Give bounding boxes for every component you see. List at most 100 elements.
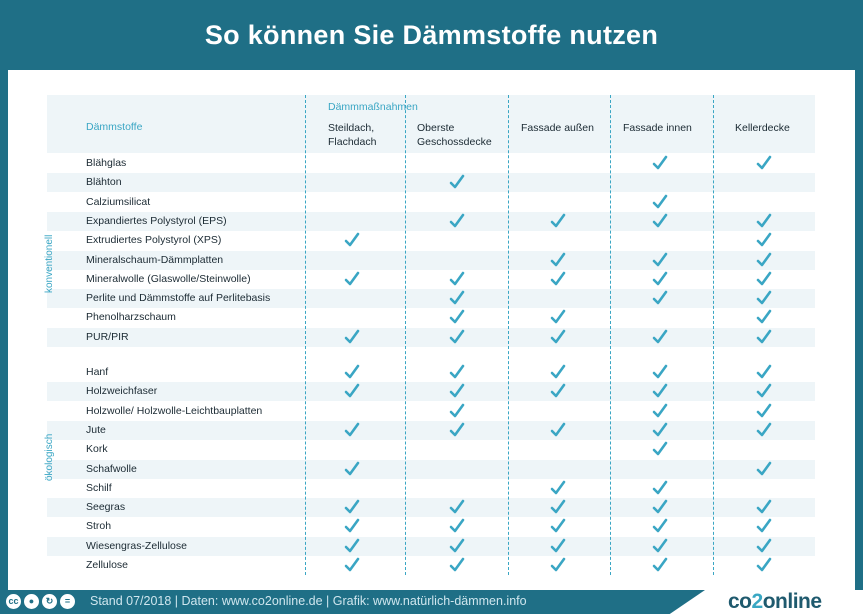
by-icon: ●	[24, 594, 39, 609]
check-icon	[550, 213, 566, 228]
check-icon	[756, 310, 772, 324]
table-row: Calziumsilicat	[47, 193, 815, 212]
check-icon	[449, 403, 465, 417]
column-divider	[405, 95, 406, 575]
footer-bar	[0, 590, 705, 614]
check-icon	[449, 383, 465, 398]
column-header-kellerdecke: Kellerdecke	[735, 122, 790, 134]
check-icon	[449, 310, 465, 324]
row-label: Blähton	[86, 176, 122, 189]
check-icon	[652, 290, 668, 305]
table-row: Mineralschaum-Dämmplatten	[47, 250, 815, 270]
check-icon	[550, 557, 566, 572]
check-icon	[550, 480, 566, 495]
row-label: Extrudiertes Polystyrol (XPS)	[86, 234, 222, 247]
column-header-fassade-aussen: Fassade außen	[521, 122, 594, 134]
table-row: Wiesengras-Zellulose	[47, 536, 815, 556]
check-icon	[344, 422, 360, 437]
check-icon	[652, 499, 668, 514]
check-icon	[756, 364, 772, 379]
check-icon	[756, 422, 772, 437]
row-label: PUR/PIR	[86, 330, 129, 343]
row-label: Holzwolle/ Holzwolle-Leichtbauplatten	[86, 404, 263, 417]
row-label: Kork	[86, 443, 108, 456]
column-divider	[713, 95, 714, 575]
table-row: Mineralwolle (Glaswolle/Steinwolle)	[47, 270, 815, 289]
check-icon	[550, 538, 566, 552]
group-label-oekologisch: ökologisch	[44, 433, 55, 481]
page-title: So können Sie Dämmstoffe nutzen	[204, 19, 659, 50]
check-icon	[449, 213, 465, 228]
row-label: Hanf	[86, 366, 109, 378]
row-label: Calziumsilicat	[86, 195, 151, 208]
cc-icon: cc	[6, 594, 21, 609]
table-row: Zellulose	[47, 556, 815, 575]
footer: cc ● ↻ = Stand 07/2018 | Daten: www.co2o…	[0, 590, 863, 614]
check-icon	[756, 290, 772, 305]
check-icon	[652, 383, 668, 398]
row-label: Schafwolle	[86, 462, 137, 475]
check-icon	[652, 155, 668, 170]
column-header-steildach: Steildach, Flachdach	[328, 122, 377, 148]
check-icon	[652, 252, 668, 266]
table-row: Blähton	[47, 173, 815, 193]
row-label: Mineralwolle (Glaswolle/Steinwolle)	[86, 272, 251, 285]
check-icon	[449, 364, 465, 379]
check-icon	[344, 499, 360, 514]
check-icon	[756, 519, 772, 533]
row-label: Phenolharzschaum	[86, 311, 176, 324]
check-icon	[550, 252, 566, 266]
check-icon	[652, 364, 668, 379]
row-label: Wiesengras-Zellulose	[86, 539, 187, 552]
table-row: Expandiertes Polystyrol (EPS)	[47, 211, 815, 231]
check-icon	[756, 538, 772, 552]
check-icon	[550, 329, 566, 343]
check-icon	[449, 290, 465, 305]
table-row: Stroh	[47, 517, 815, 536]
table-row: PUR/PIR	[47, 327, 815, 347]
check-icon	[756, 213, 772, 228]
table-row: Holzwolle/ Holzwolle-Leichtbauplatten	[47, 402, 815, 421]
check-icon	[449, 329, 465, 343]
check-icon	[652, 329, 668, 343]
cc-extra-icon: =	[60, 594, 75, 609]
check-icon	[449, 422, 465, 437]
row-label: Mineralschaum-Dämmplatten	[86, 253, 224, 266]
column-header-fassade-innen: Fassade innen	[623, 122, 692, 134]
check-icon	[550, 310, 566, 324]
column-divider	[508, 95, 509, 575]
check-icon	[652, 213, 668, 228]
check-icon	[550, 364, 566, 379]
row-label: Seegras	[86, 501, 126, 514]
table-row: Blähglas	[47, 154, 815, 173]
check-icon	[449, 519, 465, 533]
header-group-daemmmassnahmen: Dämmmaßnahmen	[328, 101, 418, 113]
check-icon	[756, 403, 772, 417]
column-header-oberste-geschossdecke: Oberste Geschossdecke	[417, 122, 492, 148]
table-row: Schafwolle	[47, 459, 815, 479]
table-row: Extrudiertes Polystyrol (XPS)	[47, 231, 815, 250]
row-label: Holzweichfaser	[86, 385, 158, 398]
check-icon	[344, 538, 360, 552]
row-label: Schilf	[86, 481, 112, 494]
table-row: Holzweichfaser	[47, 382, 815, 402]
table-header-band	[47, 95, 815, 153]
table-row: Perlite und Dämmstoffe auf Perlitebasis	[47, 289, 815, 309]
check-icon	[756, 271, 772, 286]
check-icon	[550, 519, 566, 533]
check-icon	[652, 403, 668, 417]
check-icon	[449, 499, 465, 514]
check-icon	[652, 519, 668, 533]
check-icon	[449, 557, 465, 572]
check-icon	[756, 329, 772, 343]
table-row: Kork	[47, 440, 815, 459]
sa-icon: ↻	[42, 594, 57, 609]
check-icon	[652, 271, 668, 286]
table-row: Hanf	[47, 363, 815, 382]
check-icon	[344, 383, 360, 398]
check-icon	[756, 252, 772, 266]
footer-credits: Stand 07/2018 | Daten: www.co2online.de …	[90, 594, 527, 608]
header-daemmstoffe: Dämmstoffe	[86, 121, 143, 133]
check-icon	[652, 422, 668, 437]
table-row: Phenolharzschaum	[47, 308, 815, 327]
